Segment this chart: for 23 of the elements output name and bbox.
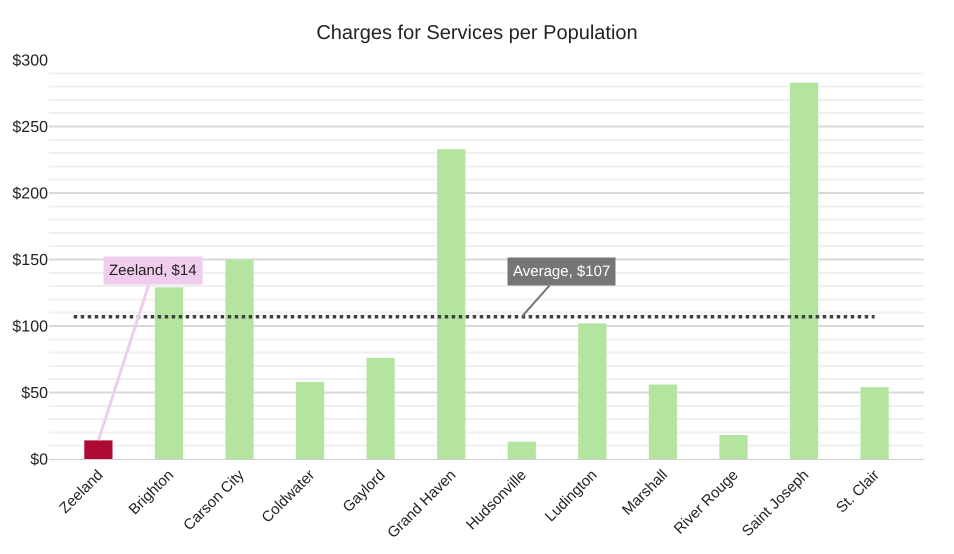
y-tick-label: $0 — [30, 452, 48, 469]
y-tick-label: $200 — [12, 186, 48, 203]
x-tick-label: St. Clair — [832, 466, 883, 516]
bar — [860, 387, 889, 459]
bar — [437, 149, 466, 459]
chart-title: Charges for Services per Population — [316, 22, 638, 44]
y-tick-label: $50 — [21, 385, 48, 402]
y-tick-label: $250 — [12, 119, 48, 136]
bar — [84, 440, 113, 459]
y-tick-label: $150 — [12, 252, 48, 270]
y-tick-label: $300 — [12, 52, 48, 70]
y-tick-label: $100 — [12, 318, 48, 336]
bar — [790, 82, 818, 459]
bar — [508, 442, 536, 459]
bar — [648, 384, 678, 459]
ref-line-label: Average, $107 — [513, 263, 610, 280]
annotation: Zeeland, $14 — [109, 262, 197, 279]
bar — [719, 435, 748, 459]
bar — [154, 287, 184, 459]
bar — [578, 323, 606, 459]
bar — [225, 260, 254, 459]
bar — [366, 358, 395, 459]
bar — [296, 382, 324, 459]
